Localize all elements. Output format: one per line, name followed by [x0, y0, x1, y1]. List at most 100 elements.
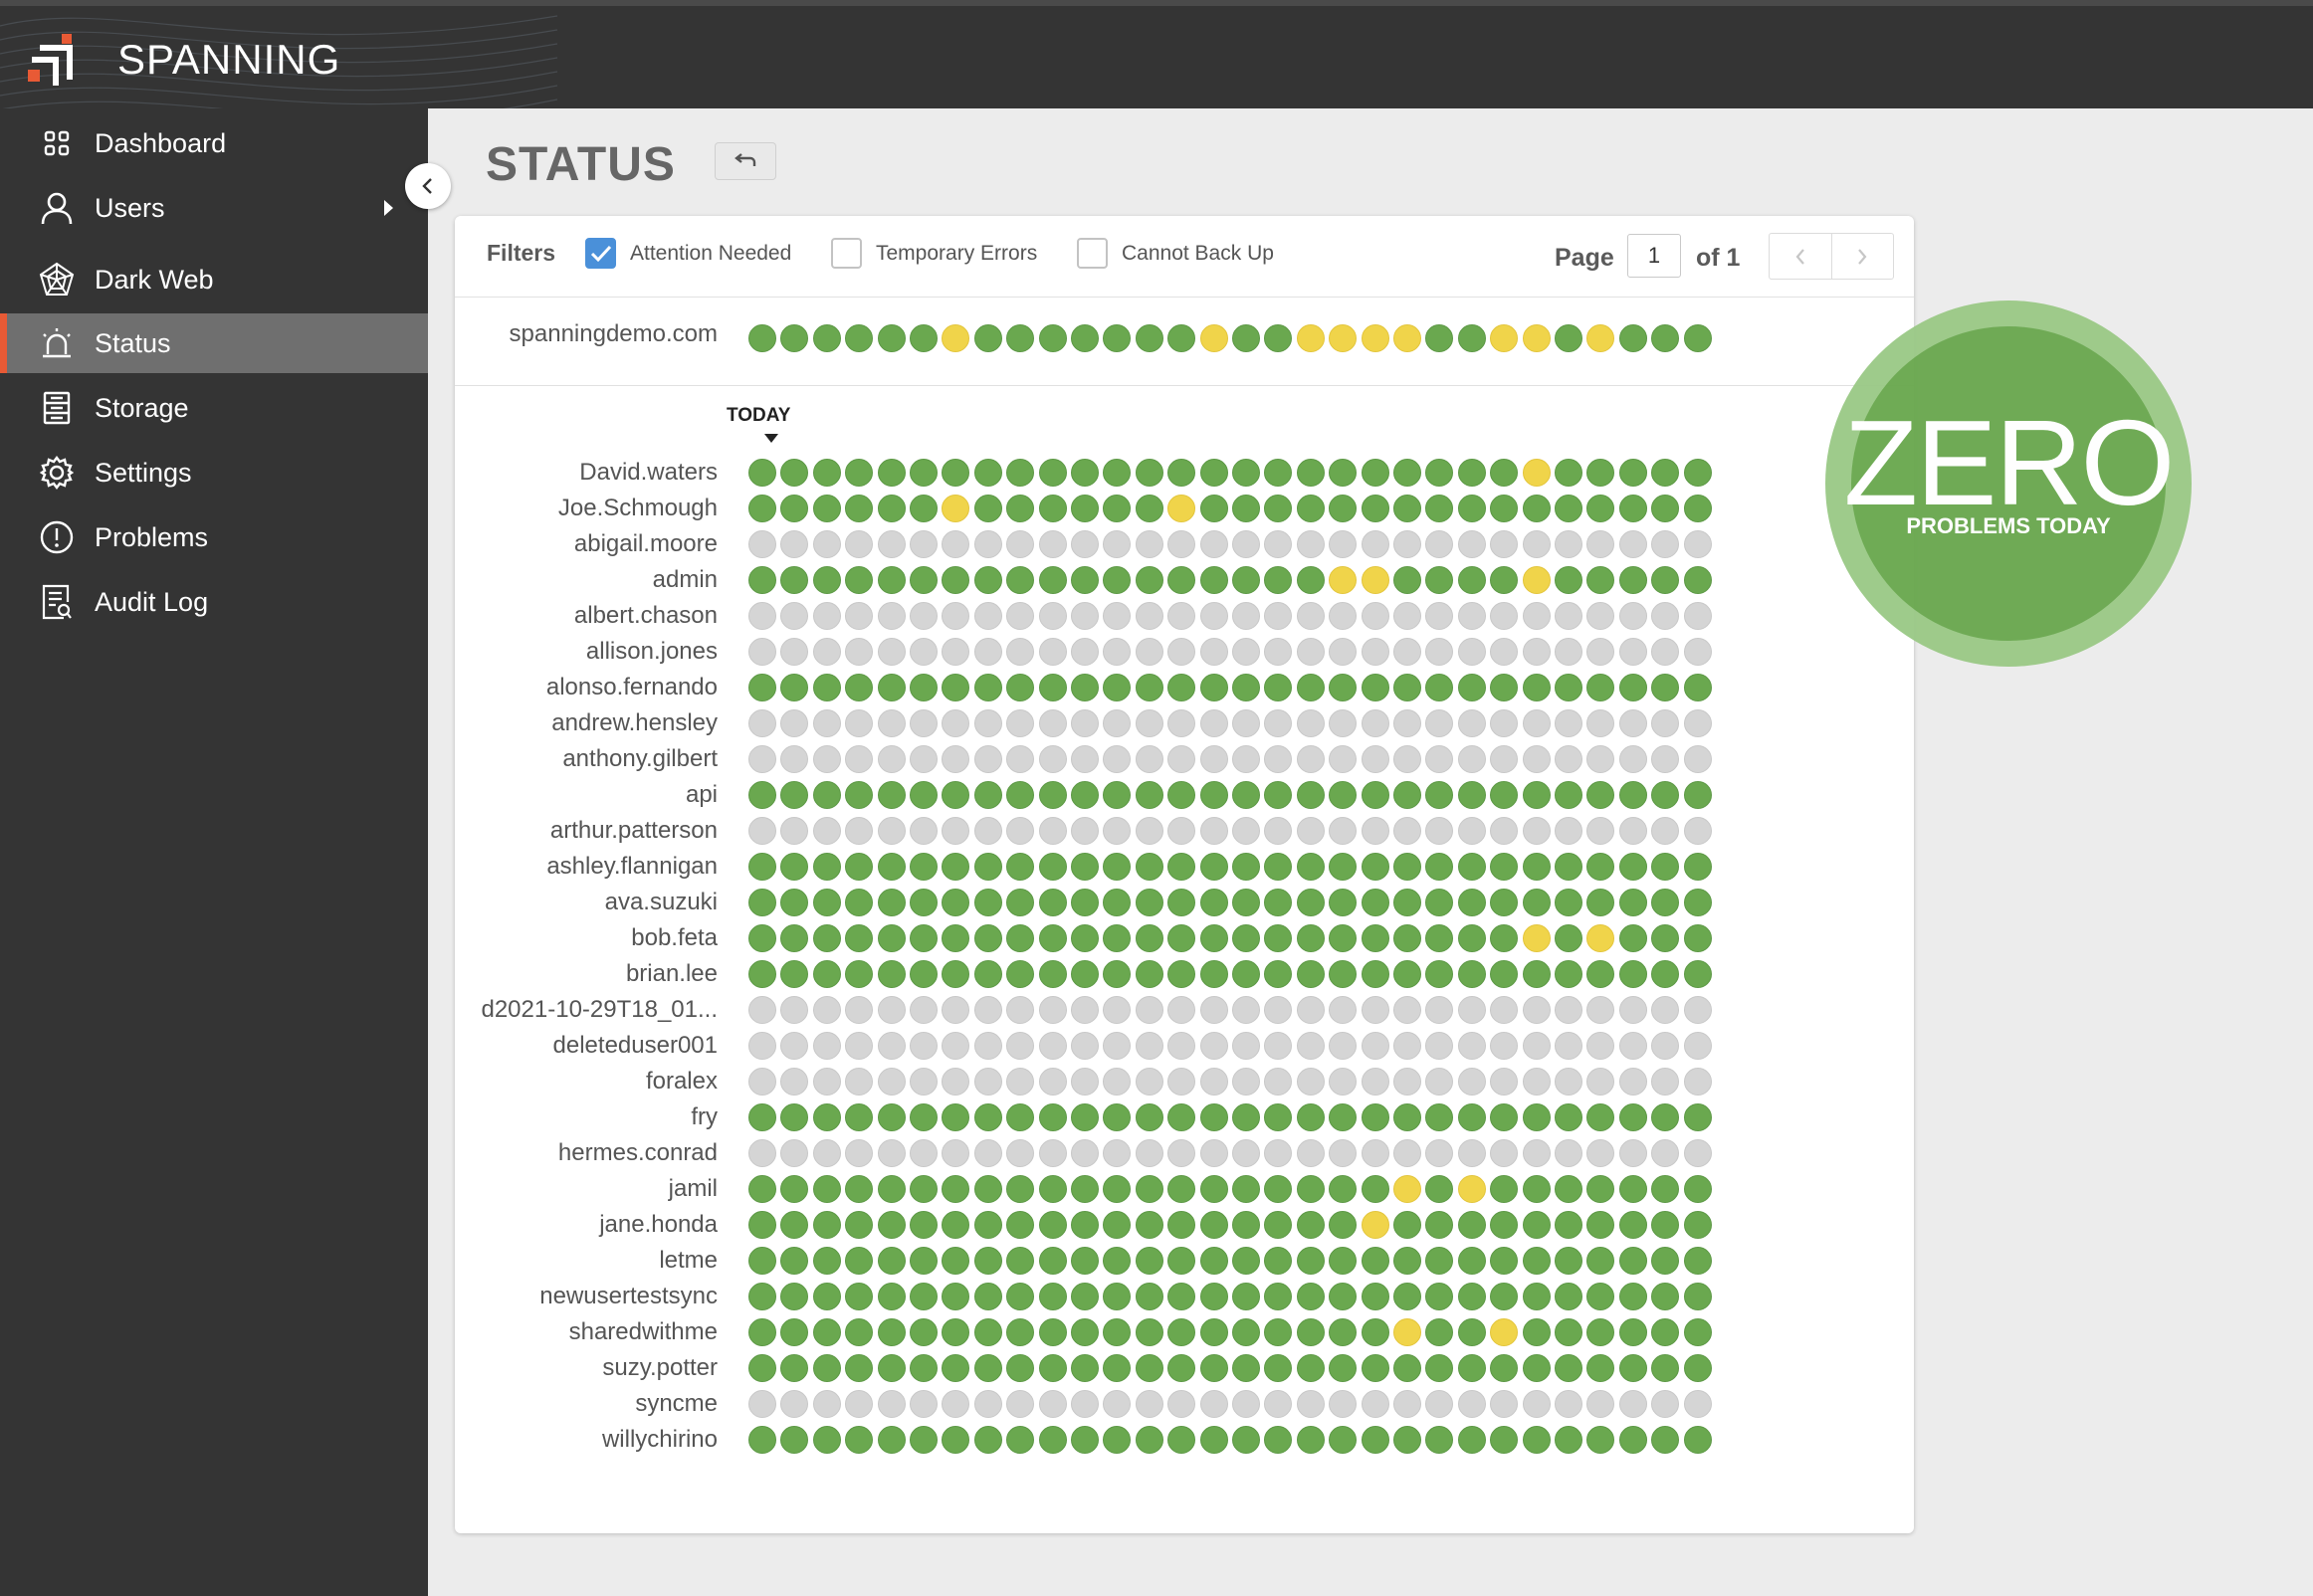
user-status-dot[interactable] — [1555, 745, 1582, 773]
user-status-dot[interactable] — [1232, 1318, 1260, 1346]
user-status-dot[interactable] — [1618, 1247, 1647, 1275]
user-status-dot[interactable] — [1135, 1318, 1163, 1346]
user-status-dot[interactable] — [845, 1068, 874, 1096]
user-status-dot[interactable] — [1329, 996, 1358, 1024]
user-status-dot[interactable] — [877, 638, 906, 666]
domain-status-dot[interactable] — [812, 324, 841, 352]
user-status-dot[interactable] — [1651, 924, 1680, 952]
user-status-dot[interactable] — [1490, 459, 1519, 487]
domain-status-dot[interactable] — [1296, 324, 1325, 352]
user-status-dot[interactable] — [1618, 1390, 1647, 1418]
user-status-dot[interactable] — [1167, 1211, 1196, 1239]
sidebar-item-problems[interactable]: Problems — [0, 507, 428, 567]
user-status-dot[interactable] — [780, 530, 809, 558]
user-status-dot[interactable] — [1457, 459, 1486, 487]
user-status-dot[interactable] — [877, 996, 906, 1024]
user-status-dot[interactable] — [973, 1103, 1002, 1131]
user-status-dot[interactable] — [1038, 1318, 1067, 1346]
user-status-dot[interactable] — [877, 495, 906, 522]
user-status-dot[interactable] — [1555, 996, 1582, 1024]
user-name[interactable]: anthony.gilbert — [562, 745, 718, 772]
user-status-dot[interactable] — [1618, 1139, 1647, 1167]
user-status-dot[interactable] — [1296, 1247, 1325, 1275]
user-status-dot[interactable] — [1103, 1318, 1132, 1346]
user-status-dot[interactable] — [1006, 459, 1035, 487]
user-status-dot[interactable] — [1490, 1139, 1519, 1167]
domain-status-dot[interactable] — [1393, 324, 1421, 352]
user-status-dot[interactable] — [1555, 530, 1582, 558]
user-status-dot[interactable] — [780, 924, 809, 952]
user-status-dot[interactable] — [973, 996, 1002, 1024]
user-status-dot[interactable] — [1490, 960, 1519, 988]
user-status-dot[interactable] — [1103, 459, 1132, 487]
user-name[interactable]: ava.suzuki — [604, 889, 718, 915]
user-status-dot[interactable] — [1232, 853, 1260, 881]
user-status-dot[interactable] — [1135, 745, 1163, 773]
user-status-dot[interactable] — [780, 1247, 809, 1275]
user-status-dot[interactable] — [1586, 924, 1615, 952]
user-status-dot[interactable] — [877, 1175, 906, 1203]
user-status-dot[interactable] — [780, 674, 809, 701]
user-status-dot[interactable] — [1555, 1068, 1582, 1096]
page-number-input[interactable]: 1 — [1627, 234, 1681, 278]
user-status-dot[interactable] — [1425, 781, 1454, 809]
user-status-dot[interactable] — [1296, 889, 1325, 916]
user-status-dot[interactable] — [1618, 459, 1647, 487]
user-status-dot[interactable] — [1457, 1139, 1486, 1167]
user-status-dot[interactable] — [1329, 1211, 1358, 1239]
domain-status-dot[interactable] — [910, 324, 938, 352]
user-status-dot[interactable] — [973, 638, 1002, 666]
user-status-dot[interactable] — [1329, 1283, 1358, 1310]
user-status-dot[interactable] — [1071, 674, 1099, 701]
user-status-dot[interactable] — [1555, 889, 1582, 916]
user-status-dot[interactable] — [973, 853, 1002, 881]
user-status-dot[interactable] — [1296, 566, 1325, 594]
user-status-dot[interactable] — [1457, 924, 1486, 952]
user-status-dot[interactable] — [1555, 709, 1582, 737]
user-status-dot[interactable] — [1167, 1354, 1196, 1382]
user-status-dot[interactable] — [1425, 1068, 1454, 1096]
user-status-dot[interactable] — [1103, 1211, 1132, 1239]
user-status-dot[interactable] — [845, 960, 874, 988]
user-status-dot[interactable] — [1071, 924, 1099, 952]
user-status-dot[interactable] — [1135, 1354, 1163, 1382]
user-status-dot[interactable] — [1135, 960, 1163, 988]
user-status-dot[interactable] — [1522, 1318, 1551, 1346]
user-status-dot[interactable] — [1232, 1211, 1260, 1239]
domain-status-dot[interactable] — [1618, 324, 1647, 352]
user-status-dot[interactable] — [1618, 1211, 1647, 1239]
user-status-dot[interactable] — [973, 1390, 1002, 1418]
user-status-dot[interactable] — [780, 889, 809, 916]
user-status-dot[interactable] — [1006, 1426, 1035, 1454]
user-status-dot[interactable] — [1135, 996, 1163, 1024]
user-status-dot[interactable] — [1490, 817, 1519, 845]
user-status-dot[interactable] — [1522, 530, 1551, 558]
user-status-dot[interactable] — [1457, 1068, 1486, 1096]
user-status-dot[interactable] — [845, 459, 874, 487]
user-name[interactable]: admin — [652, 566, 718, 593]
user-status-dot[interactable] — [1329, 745, 1358, 773]
user-status-dot[interactable] — [1103, 1139, 1132, 1167]
user-status-dot[interactable] — [1425, 745, 1454, 773]
user-status-dot[interactable] — [748, 1426, 776, 1454]
user-status-dot[interactable] — [1103, 674, 1132, 701]
user-status-dot[interactable] — [1264, 1318, 1293, 1346]
user-status-dot[interactable] — [1651, 566, 1680, 594]
user-status-dot[interactable] — [1651, 960, 1680, 988]
user-status-dot[interactable] — [1329, 853, 1358, 881]
domain-status-dot[interactable] — [1586, 324, 1615, 352]
user-status-dot[interactable] — [1167, 924, 1196, 952]
user-name[interactable]: David.waters — [579, 459, 718, 486]
user-status-dot[interactable] — [1683, 781, 1712, 809]
user-status-dot[interactable] — [1586, 709, 1615, 737]
user-status-dot[interactable] — [942, 459, 970, 487]
user-status-dot[interactable] — [812, 924, 841, 952]
domain-status-dot[interactable] — [877, 324, 906, 352]
user-status-dot[interactable] — [1135, 1426, 1163, 1454]
user-name[interactable]: suzy.potter — [602, 1354, 718, 1381]
user-status-dot[interactable] — [1651, 1211, 1680, 1239]
user-status-dot[interactable] — [1555, 1032, 1582, 1060]
user-status-dot[interactable] — [973, 1247, 1002, 1275]
user-status-dot[interactable] — [1038, 1211, 1067, 1239]
user-status-dot[interactable] — [877, 530, 906, 558]
